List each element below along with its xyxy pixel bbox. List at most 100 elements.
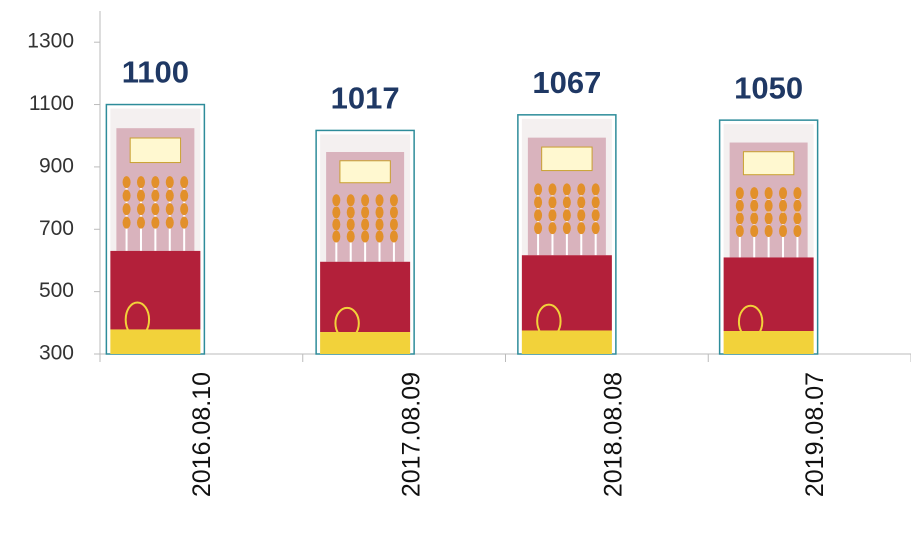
wheat-grain: [151, 190, 159, 202]
wheat-grain: [534, 196, 542, 208]
wheat-grain: [750, 200, 758, 212]
wheat-grain: [577, 183, 585, 195]
bag-label: [542, 147, 592, 171]
wheat-grain: [534, 183, 542, 195]
wheat-grain: [123, 203, 131, 215]
wheat-grain: [332, 206, 340, 218]
x-tick-label: 2017.08.09: [398, 372, 426, 497]
wheat-grain: [137, 217, 145, 229]
wheat-grain: [548, 209, 556, 221]
bag-red: [320, 262, 410, 332]
wheat-grain: [390, 194, 398, 206]
wheat-grain: [376, 206, 384, 218]
wheat-grain: [765, 225, 773, 237]
wheat-grain: [180, 203, 188, 215]
bar-group: [518, 115, 616, 354]
wheat-grain: [123, 217, 131, 229]
wheat-grain: [779, 225, 787, 237]
wheat-grain: [376, 218, 384, 230]
y-tick-label: 500: [39, 279, 74, 302]
wheat-grain: [765, 212, 773, 224]
y-tick-label: 300: [39, 342, 74, 365]
wheat-grain: [123, 190, 131, 202]
wheat-grain: [534, 222, 542, 234]
wheat-grain: [180, 176, 188, 188]
bag-yellow: [522, 330, 612, 354]
wheat-grain: [180, 217, 188, 229]
bag-yellow: [320, 332, 410, 354]
wheat-grain: [376, 194, 384, 206]
wheat-grain: [736, 187, 744, 199]
x-tick-label: 2018.08.08: [599, 372, 627, 497]
wheat-grain: [166, 203, 174, 215]
wheat-grain: [151, 217, 159, 229]
wheat-grain: [390, 231, 398, 243]
wheat-grain: [793, 212, 801, 224]
bag-red: [724, 257, 814, 331]
wheat-grain: [361, 231, 369, 243]
wheat-grain: [779, 200, 787, 212]
wheat-grain: [548, 183, 556, 195]
bag-red: [522, 255, 612, 330]
wheat-grain: [592, 209, 600, 221]
bag-label: [743, 152, 793, 175]
wheat-grain: [779, 187, 787, 199]
wheat-grain: [361, 218, 369, 230]
value-label: 1050: [734, 70, 803, 105]
wheat-grain: [793, 200, 801, 212]
bag-yellow: [724, 331, 814, 354]
wheat-grain: [765, 200, 773, 212]
bag-yellow: [110, 329, 200, 354]
wheat-grain: [750, 212, 758, 224]
bar-group: [316, 130, 414, 354]
wheat-grain: [390, 206, 398, 218]
value-label: 1017: [331, 81, 400, 116]
wheat-grain: [166, 176, 174, 188]
wheat-grain: [548, 222, 556, 234]
wheat-grain: [347, 206, 355, 218]
wheat-grain: [361, 194, 369, 206]
bag-label: [340, 161, 390, 183]
wheat-grain: [332, 231, 340, 243]
wheat-grain: [123, 176, 131, 188]
wheat-grain: [563, 222, 571, 234]
wheat-grain: [577, 196, 585, 208]
wheat-grain: [592, 196, 600, 208]
y-tick-label: 900: [39, 154, 74, 177]
wheat-grain: [736, 200, 744, 212]
wheat-grain: [736, 225, 744, 237]
wheat-grain: [137, 203, 145, 215]
wheat-grain: [151, 176, 159, 188]
chart: 300500700900110013002016.08.1011002017.0…: [0, 0, 911, 533]
y-tick-label: 700: [39, 217, 74, 240]
wheat-grain: [347, 218, 355, 230]
bag-red: [110, 251, 200, 330]
bar-group: [720, 120, 818, 354]
wheat-grain: [563, 209, 571, 221]
wheat-grain: [137, 190, 145, 202]
wheat-grain: [577, 209, 585, 221]
x-tick-label: 2019.08.07: [801, 372, 829, 497]
wheat-grain: [347, 231, 355, 243]
wheat-grain: [166, 190, 174, 202]
wheat-grain: [137, 176, 145, 188]
wheat-grain: [534, 209, 542, 221]
wheat-grain: [563, 196, 571, 208]
y-tick-label: 1300: [27, 30, 74, 53]
wheat-grain: [736, 212, 744, 224]
bag-label: [130, 138, 180, 163]
wheat-grain: [793, 187, 801, 199]
wheat-grain: [347, 194, 355, 206]
wheat-grain: [750, 225, 758, 237]
wheat-grain: [332, 194, 340, 206]
value-label: 1067: [532, 65, 601, 100]
wheat-grain: [548, 196, 556, 208]
wheat-grain: [563, 183, 571, 195]
wheat-grain: [180, 190, 188, 202]
value-label: 1100: [122, 55, 189, 90]
wheat-grain: [332, 218, 340, 230]
wheat-grain: [779, 212, 787, 224]
wheat-grain: [166, 217, 174, 229]
wheat-grain: [592, 222, 600, 234]
x-tick-label: 2016.08.10: [188, 372, 216, 497]
